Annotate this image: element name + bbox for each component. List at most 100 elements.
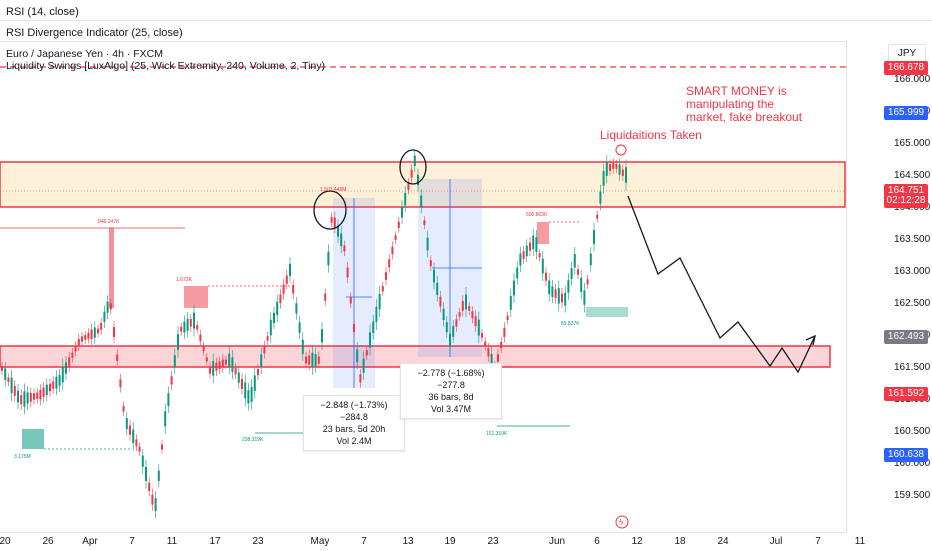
time-axis[interactable]	[0, 532, 846, 551]
candle-body	[241, 379, 243, 389]
candle-body	[333, 217, 336, 228]
time-tick-label: 23	[487, 536, 499, 547]
candle-body	[231, 357, 234, 373]
candle-body	[337, 225, 339, 237]
liquidity-box-1	[109, 228, 114, 308]
candle-body	[545, 272, 547, 281]
candle-body	[87, 332, 90, 339]
measure-tooltip-2[interactable]: −2.778 (−1.68%) −277.8 36 bars, 8d Vol 3.4…	[400, 363, 502, 419]
candle-body	[397, 221, 400, 228]
price-tick-label: 160.000	[894, 458, 931, 469]
candle-body	[161, 444, 163, 450]
candle-body	[420, 195, 423, 208]
candle-body	[273, 312, 275, 324]
candle-body	[100, 322, 103, 330]
candle-body	[541, 258, 544, 274]
candle-body	[519, 253, 522, 266]
candle-body	[490, 353, 493, 368]
candle-body	[381, 286, 384, 292]
candle-body	[359, 374, 362, 383]
price-tick-label: 159.500	[894, 490, 931, 501]
candle-body	[535, 237, 538, 252]
candle-body	[327, 251, 330, 266]
candle-body	[481, 333, 483, 338]
candle-body	[471, 311, 474, 319]
candle-body	[276, 301, 279, 315]
svg-text:ϟ: ϟ	[619, 518, 624, 527]
resistance-zone	[0, 161, 846, 208]
candle-body	[551, 286, 554, 297]
candle-body	[433, 269, 435, 283]
study-legend[interactable]: Liquidity Swings [LuxAlgo] (25, Wick Ext…	[6, 60, 326, 72]
candle-body	[465, 294, 467, 310]
candle-body	[615, 163, 618, 169]
candle-body	[362, 358, 365, 373]
candle-body	[417, 174, 419, 186]
candle-body	[583, 290, 586, 305]
candle-body	[442, 308, 445, 321]
price-badge: 165.999	[884, 106, 928, 120]
candle-body	[205, 357, 208, 362]
candle-body	[452, 326, 455, 337]
candle-body	[500, 341, 503, 349]
measure-tooltip-1[interactable]: −2.848 (−1.73%) −284.8 23 bars, 5d 20h Vol…	[303, 395, 405, 451]
price-tick-label: 161.500	[894, 362, 931, 373]
candle-body	[602, 171, 605, 186]
projection-arrow-icon	[805, 334, 816, 346]
circle-annotation-2	[399, 149, 427, 185]
candle-body	[577, 269, 579, 275]
candle-body	[65, 362, 67, 374]
time-tick-label: Apr	[82, 536, 98, 547]
symbol-title[interactable]: Euro / Japanese Yen · 4h · FXCM	[6, 48, 164, 60]
price-tick-label: 162.500	[894, 298, 931, 309]
candle-body	[289, 263, 291, 277]
candle-body	[202, 346, 205, 352]
candle-body	[145, 466, 147, 482]
candle-body	[10, 377, 13, 394]
candle-body	[49, 383, 51, 392]
candle-body	[554, 289, 557, 298]
candle-body	[55, 376, 58, 389]
candle-body	[244, 382, 247, 399]
candle-body	[404, 192, 407, 206]
candle-body	[468, 306, 471, 311]
candle-body	[353, 323, 355, 333]
rsi-divergence-label[interactable]: RSI Divergence Indicator (25, close)	[6, 27, 183, 39]
candle-body	[321, 329, 323, 343]
candle-body	[618, 164, 621, 175]
swing-label: 1.672K	[176, 277, 192, 283]
candle-body	[298, 322, 301, 333]
candle-body	[525, 245, 528, 257]
candle-body	[561, 293, 563, 303]
candle-body	[564, 292, 567, 306]
candle-body	[93, 327, 96, 338]
swing-label: 89.837K	[561, 321, 580, 327]
candle-body	[260, 354, 263, 368]
candle-body	[593, 229, 595, 245]
candle-body	[378, 293, 381, 310]
candle-body	[509, 296, 512, 310]
candle-body	[52, 381, 55, 389]
time-tick-label: 17	[209, 536, 221, 547]
candle-body	[33, 393, 35, 400]
smart-money-annotation: SMART MONEY is manipulating the market, …	[686, 84, 803, 124]
candle-body	[596, 214, 599, 219]
candle-body	[257, 368, 259, 376]
candle-body	[263, 345, 266, 354]
candle-body	[301, 339, 304, 354]
candle-body	[106, 301, 109, 313]
candle-body	[199, 334, 202, 342]
price-tick-label: 166.000	[894, 74, 931, 85]
swing-label: 846.247K	[98, 219, 120, 225]
price-badge: 160.638	[884, 448, 928, 462]
candle-body	[609, 164, 611, 171]
candle-body	[407, 183, 410, 190]
candle-body	[295, 303, 298, 314]
candle-body	[183, 321, 186, 333]
candle-body	[401, 206, 403, 218]
candle-body	[529, 242, 531, 251]
candle-body	[170, 376, 173, 385]
candle-body	[71, 352, 74, 358]
rsi-indicator-label[interactable]: RSI (14, close)	[6, 6, 79, 18]
